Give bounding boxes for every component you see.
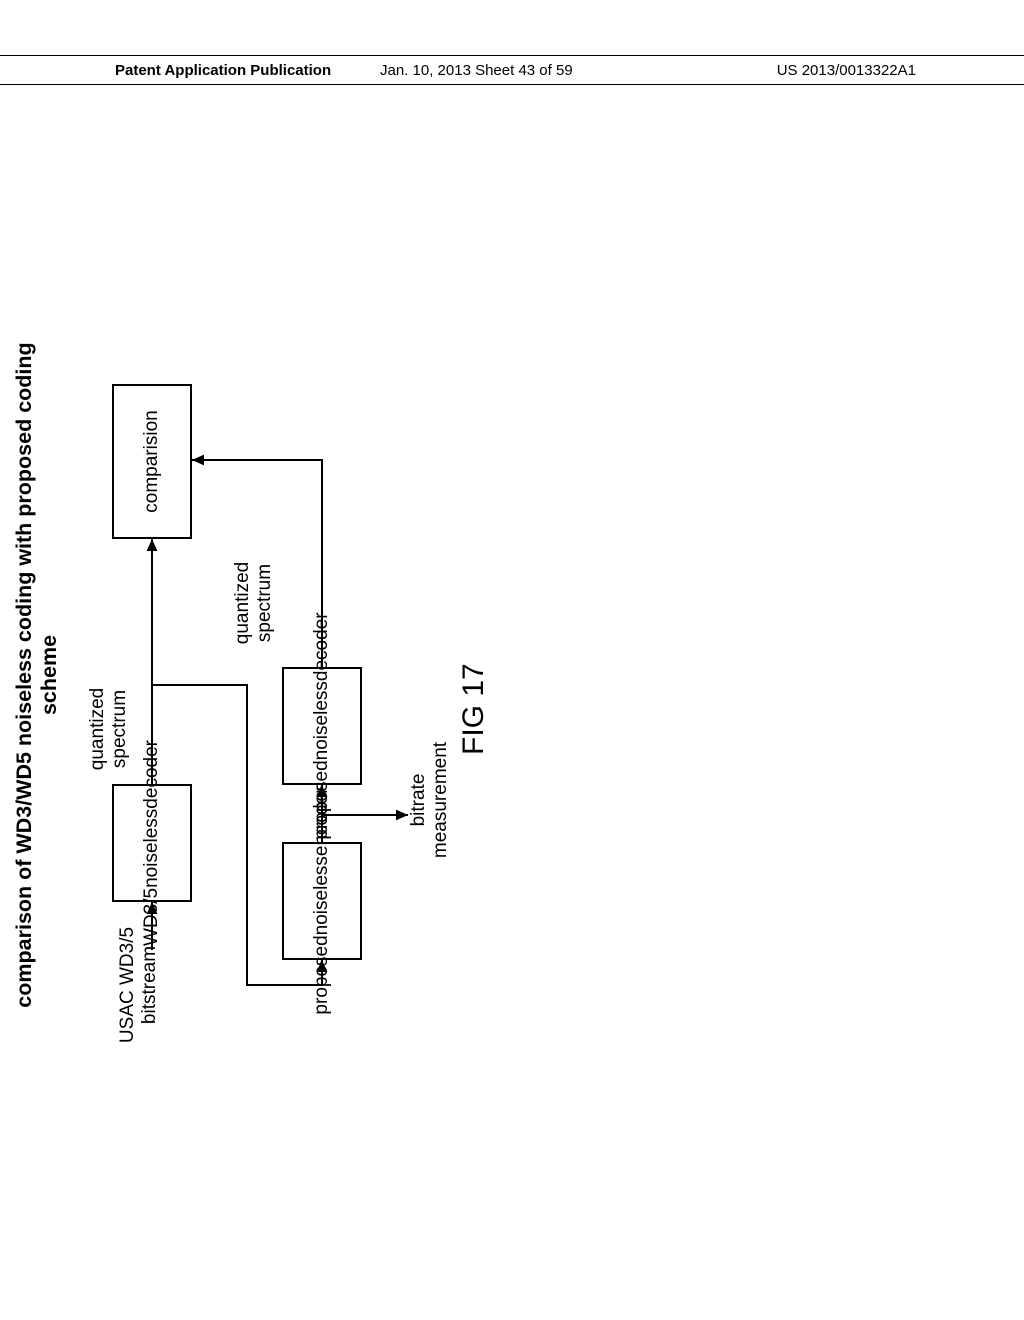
label-usac: USAC WD3/5bitstream (117, 910, 161, 1060)
page-header: Patent Application Publication Jan. 10, … (0, 55, 1024, 85)
arrowhead-4 (396, 810, 408, 821)
label-bitrate: bitratemeasurement (408, 730, 452, 870)
header-right: US 2013/0013322A1 (777, 62, 916, 79)
arrowhead-5 (192, 455, 204, 466)
node-prop_encoder: proposednoiselessencoder (282, 842, 362, 960)
node-wd_decoder: WD3/5noiselessdecoder (112, 784, 192, 902)
diagram-wires (12, 335, 512, 1015)
node-prop_decoder: proposednoiselessdecoder (282, 667, 362, 785)
label-qspec1: quantizedspectrum (87, 679, 131, 779)
diagram-stage: comparison of WD3/WD5 noiseless coding w… (12, 335, 1012, 1015)
header-left: Patent Application Publication (115, 62, 331, 79)
node-comparison: comparision (112, 384, 192, 539)
arrowhead-1 (147, 539, 158, 551)
label-qspec2: quantizedspectrum (232, 553, 276, 653)
header-mid: Jan. 10, 2013 Sheet 43 of 59 (380, 62, 573, 79)
figure-label: FIG 17 (457, 663, 491, 755)
